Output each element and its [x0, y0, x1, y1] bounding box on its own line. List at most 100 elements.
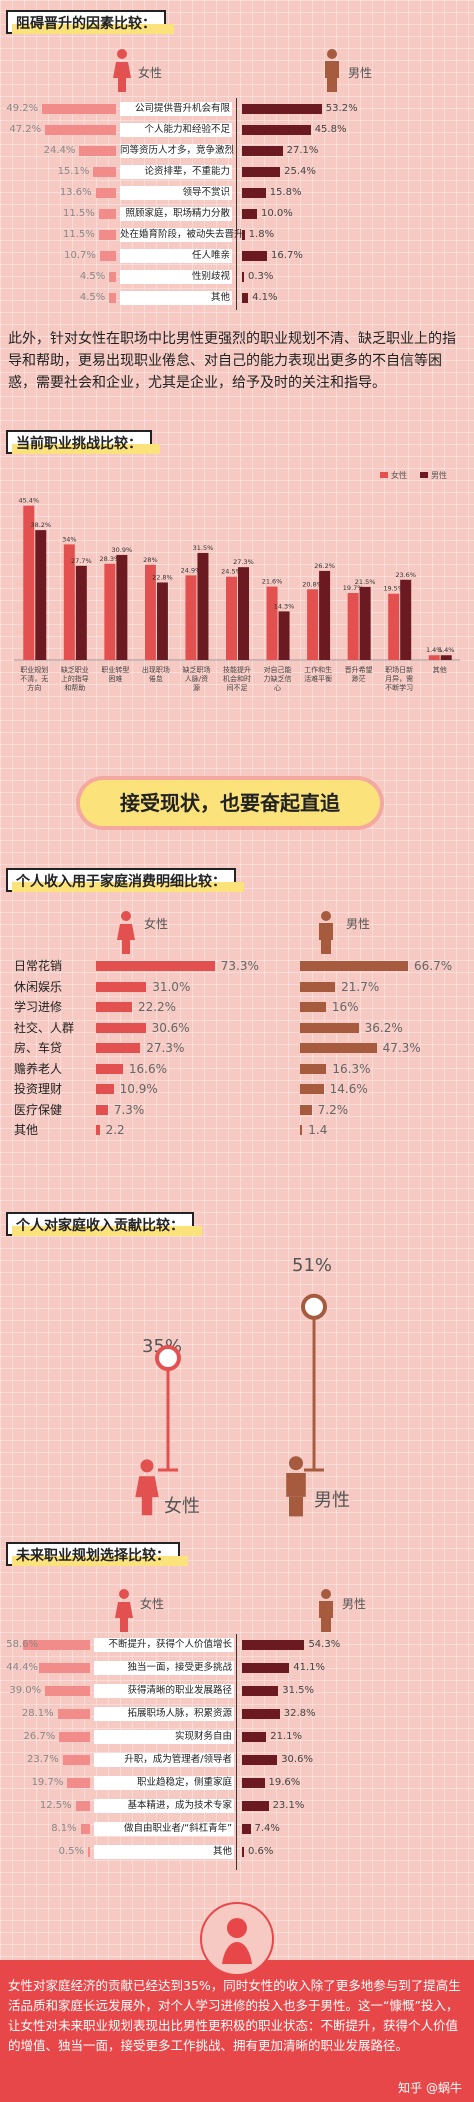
male-figure-icon: [325, 49, 339, 92]
female-bar: [109, 293, 116, 303]
footer: 女性对家庭经济的贡献已经达到35%，同时女性的收入除了更多地参与到了提高生活品质…: [0, 1902, 474, 2102]
female-value: 19.7%: [31, 1777, 64, 1788]
plan-label: 职业趋稳定，侧重家庭: [94, 1776, 234, 1790]
female-value: 22.2%: [137, 1000, 177, 1014]
male-bar: [156, 582, 168, 660]
male-figure-icon: [319, 911, 333, 954]
contribution-lollipop: [155, 1293, 327, 1472]
bar-value-label: 28%: [143, 556, 157, 564]
bar-value-label: 45.4%: [18, 497, 39, 505]
male-bar: [242, 188, 266, 198]
male-bar: [116, 554, 128, 660]
male-bar: [242, 1801, 269, 1811]
factor-label: 性别歧视: [120, 270, 232, 284]
plan-label: 不断提升，获得个人价值增长: [94, 1638, 234, 1652]
section5-female-label: 女性: [140, 1597, 165, 1611]
female-value: 10.7%: [64, 250, 96, 261]
female-bar: [96, 1063, 123, 1074]
male-bar: [300, 981, 336, 992]
female-bar: [98, 209, 116, 219]
bar-value-label: 19.5%: [383, 585, 404, 593]
female-bar: [67, 1778, 90, 1788]
male-bar: [300, 961, 409, 971]
legend-female-swatch: [380, 472, 388, 478]
bar-value-label: 1.4%: [438, 646, 455, 654]
female-bar: [45, 1686, 90, 1696]
section1-title: 阻碍晋升的因素比较：: [6, 10, 174, 34]
male-bar: [242, 104, 322, 114]
banner-title: 接受现状，也要奋起直追: [80, 780, 380, 826]
male-value: 30.6%: [281, 1754, 313, 1765]
male-bar: [300, 1084, 324, 1094]
female-bar: [63, 544, 75, 660]
female-figure-icon: [115, 1589, 133, 1632]
male-bar: [242, 146, 283, 156]
male-value: 32.8%: [283, 1708, 316, 1719]
male-bar: [242, 1709, 280, 1719]
female-bar: [96, 1125, 100, 1135]
section3-male-label: 男性: [346, 917, 371, 931]
legend-male-swatch: [420, 472, 428, 478]
male-value: 1.4: [308, 1123, 328, 1137]
male-bar: [242, 1778, 265, 1788]
male-bar: [300, 1043, 377, 1053]
female-avatar-icon: [200, 1902, 274, 1976]
male-value: 54.3%: [308, 1639, 341, 1650]
bar-value-label: 21.5%: [355, 578, 376, 586]
male-bar: [242, 125, 311, 135]
category-label: 职业规划不清，无方向: [20, 665, 48, 692]
expense-label: 休闲娱乐: [14, 979, 63, 994]
male-value: 16%: [331, 1000, 359, 1014]
female-bar: [42, 104, 116, 114]
male-bar: [300, 1002, 326, 1012]
bar-value-label: 1.4%: [426, 646, 443, 654]
female-bar: [98, 230, 116, 240]
female-bar: [57, 1709, 90, 1719]
plan-label: 获得清晰的职业发展路径: [94, 1684, 234, 1698]
career-challenge-chart: 女性 男性 45.4% 38.2% 职业规划不清，无方向 34% 27.7% 缺乏职业上的指导…: [14, 470, 460, 692]
female-value: 10.9%: [119, 1082, 158, 1096]
plan-label: 独当一面，接受更多挑战: [94, 1661, 234, 1675]
female-bar: [96, 961, 215, 971]
male-bar: [242, 1640, 305, 1650]
female-bar: [266, 586, 278, 660]
female-value: 30.6%: [151, 1020, 190, 1035]
male-value: 47.3%: [382, 1041, 421, 1055]
female-value: 73.3%: [220, 959, 259, 973]
plan-label: 做自由职业者/“斜杠青年”: [94, 1822, 234, 1836]
female-bar: [62, 1755, 90, 1765]
female-figure-icon: [117, 911, 135, 954]
bar-value-label: 34%: [62, 535, 76, 543]
female-value: 15.1%: [57, 166, 90, 177]
male-bar: [242, 1847, 244, 1857]
bar-value-label: 24.9%: [181, 566, 202, 574]
factor-label: 其他: [120, 291, 232, 305]
male-bar: [242, 251, 268, 261]
bar-value-label: 24.5%: [221, 568, 242, 576]
female-figure-icon: [135, 1459, 159, 1516]
category-label: 对自己能力缺乏信心: [264, 665, 292, 692]
female-bar: [109, 272, 116, 282]
bar-value-label: 20.8%: [302, 580, 323, 588]
male-value: 16.3%: [332, 1061, 371, 1076]
male-bar: [440, 655, 452, 660]
male-bar: [35, 530, 47, 660]
female-bar: [388, 593, 400, 660]
section4-male-label: 男性: [314, 1490, 350, 1511]
male-bar: [242, 1732, 267, 1742]
male-bar: [242, 230, 245, 240]
male-value: 45.8%: [314, 124, 347, 135]
female-value: 39.0%: [9, 1685, 42, 1696]
male-bar: [278, 611, 290, 660]
female-bar: [95, 188, 116, 198]
female-value: 28.1%: [21, 1708, 54, 1719]
female-bar: [96, 1104, 108, 1115]
female-value: 44.4%: [6, 1662, 38, 1673]
female-value: 4.5%: [79, 292, 106, 303]
female-value: 13.6%: [59, 187, 92, 198]
section5-center-axis: [236, 1634, 237, 1870]
plan-label: 其他: [94, 1845, 234, 1859]
legend-female-label: 女性: [391, 470, 407, 480]
category-label: 职场日新月异，需不断学习: [385, 665, 413, 692]
female-bar: [88, 1847, 90, 1857]
